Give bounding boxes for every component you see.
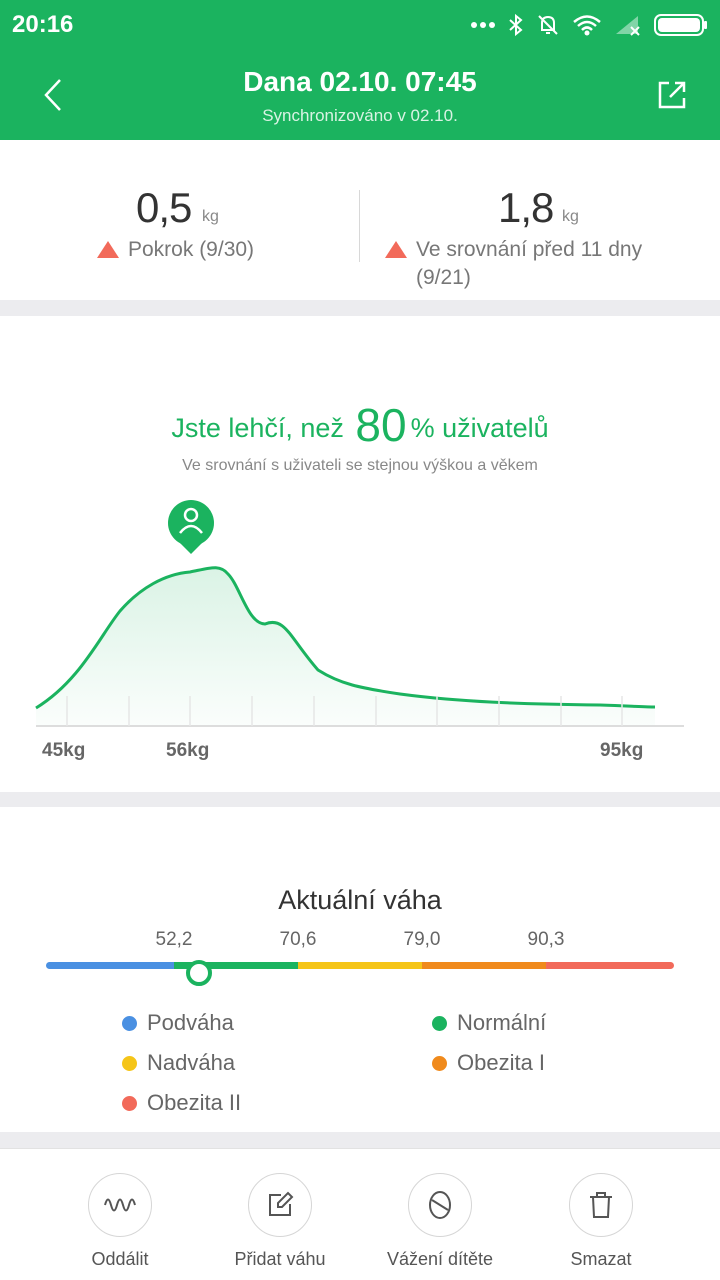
legend-item: Podváha [122,1010,234,1036]
legend-item: Obezita II [122,1090,241,1116]
progress-unit: kg [202,208,219,225]
threshold-label: 79,0 [403,929,441,950]
legend-dot [122,1095,137,1111]
chevron-left-icon [44,79,61,111]
legend-label: Normální [457,1010,547,1035]
status-bar: 20:16 [0,0,720,50]
comparison-section: Jste lehčí, než 80% uživatelů Ve srovnán… [0,316,720,792]
section-gap [0,300,720,316]
legend-dot [122,1055,137,1071]
weight-title: Aktuální váha [278,885,442,915]
battery-icon [654,13,708,37]
scale-segment-overweight [298,962,424,969]
zoom-out-label: Oddálit [91,1249,149,1269]
distribution-line [35,566,656,710]
bottom-action-bar: Oddálit Přidat váhu Vážení dítěte Smazat [0,1148,720,1280]
scale-segment-normal [174,962,300,969]
zoom-out-button[interactable]: Oddálit [50,1173,190,1280]
app-header: Dana 02.10. 07:45 Synchronizováno v 02.1… [0,50,720,140]
legend-label: Obezita II [147,1090,242,1115]
weight-section: Aktuální váha 52,2 70,6 79,0 90,3 Podváh… [0,807,720,1132]
comparison-subtitle: Ve srovnání s uživateli se stejnou výško… [182,457,538,474]
stats-section: 0,5 kg Pokrok (9/30) 1,8 kg Ve srovnání … [0,140,720,300]
section-gap [0,792,720,807]
threshold-label: 70,6 [279,929,317,950]
comparison-value: 1,8 [498,184,554,231]
current-weight-marker [186,960,212,986]
progress-value: 0,5 [136,184,192,231]
x-label-user: 56kg [166,740,210,761]
x-label-min: 45kg [42,740,86,761]
baby-icon [408,1173,472,1237]
threshold-label: 90,3 [527,929,565,950]
baby-weighing-label: Vážení dítěte [386,1249,494,1269]
legend-dot [432,1015,447,1031]
trash-icon [569,1173,633,1237]
comparison-title: Jste lehčí, než 80% uživatelů [0,398,720,452]
legend-label: Podváha [147,1010,234,1035]
legend-dot [122,1015,137,1031]
scale-segment-obesity-1 [422,962,548,969]
legend-item: Normální [432,1010,546,1036]
legend-dot [432,1055,447,1071]
triangle-up-icon [385,241,407,258]
add-weight-label: Přidat váhu [234,1249,326,1269]
progress-desc: Pokrok (9/30) [128,238,255,261]
share-button[interactable] [648,72,696,118]
legend-item: Obezita I [432,1050,545,1076]
threshold-label: 52,2 [155,929,193,950]
wifi-icon [572,14,602,36]
legend-label: Nadváha [147,1050,236,1075]
wave-icon [88,1173,152,1237]
status-icons [470,10,708,40]
back-button[interactable] [30,70,76,120]
page-title: Dana 02.10. 07:45 [243,66,477,97]
comparison-percent: 80 [355,399,407,451]
distribution-curve [35,500,684,727]
comparison-unit: kg [562,208,579,225]
edit-icon [248,1173,312,1237]
user-marker [168,500,214,554]
comparison-title-suffix: % uživatelů [410,413,549,443]
section-gap [0,1132,720,1148]
distribution-area [36,567,655,726]
scale-segment-obesity-2 [546,962,674,969]
scale-segment-underweight [46,962,176,969]
legend-label: Obezita I [457,1050,546,1075]
axis-ticks [66,696,623,726]
delete-label: Smazat [570,1249,632,1269]
comparison-desc: Ve srovnání před 11 dny (9/21) [416,238,643,289]
add-weight-button[interactable]: Přidat váhu [210,1173,350,1280]
stat-divider [359,190,360,262]
progress-stat: 0,5 kg Pokrok (9/30) [0,140,360,300]
comparison-stat: 1,8 kg Ve srovnání před 11 dny (9/21) [360,140,720,300]
comparison-title-prefix: Jste lehčí, než [171,413,344,443]
bell-off-icon [536,13,560,37]
baby-weighing-button[interactable]: Vážení dítěte [370,1173,510,1280]
share-icon [658,81,686,109]
status-time: 20:16 [12,11,74,38]
sync-subtitle: Synchronizováno v 02.10. [262,106,458,125]
x-label-max: 95kg [600,740,644,761]
legend-item: Nadváha [122,1050,235,1076]
dots-icon [470,21,496,29]
signal-icon [614,14,642,36]
delete-button[interactable]: Smazat [531,1173,671,1280]
bluetooth-icon [508,13,524,37]
triangle-up-icon [97,241,119,258]
